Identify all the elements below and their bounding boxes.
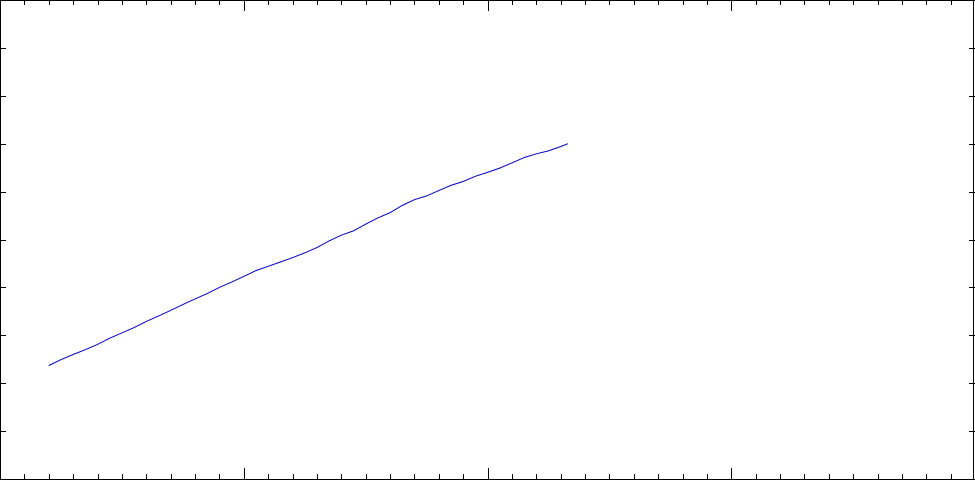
series-line-0	[48, 143, 569, 366]
series-layer	[48, 143, 569, 366]
